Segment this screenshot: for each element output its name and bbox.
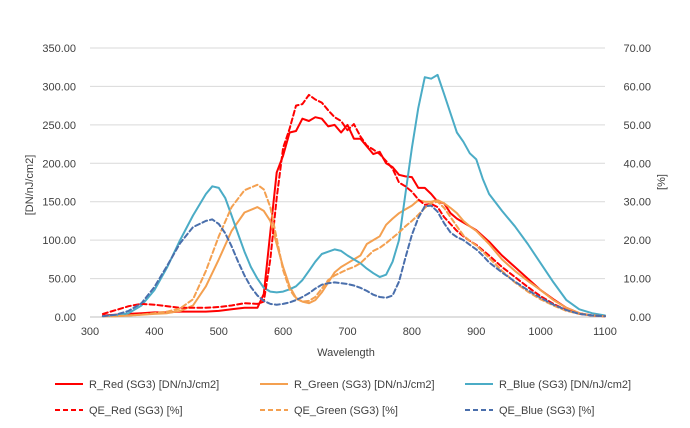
- legend-item: QE_Blue (SG3) [%]: [465, 405, 594, 417]
- tick-labels: 0.00 50.00 100.00 150.00 200.00 250.00 300.00 3…: [42, 43, 651, 338]
- y-right-tick-label: 70.00: [623, 43, 651, 55]
- y-axis-left-title: [DN/nJ/cm2]: [24, 155, 36, 216]
- y-right-tick-label: 20.00: [623, 235, 651, 247]
- legend-label: R_Green (SG3) [DN/nJ/cm2]: [294, 379, 435, 391]
- x-tick-label: 1000: [528, 326, 552, 338]
- x-tick-label: 400: [145, 326, 163, 338]
- y-left-tick-label: 100.00: [42, 235, 76, 247]
- x-tick-label: 1100: [593, 326, 617, 338]
- legend-item: QE_Green (SG3) [%]: [260, 405, 398, 417]
- y-right-tick-label: 50.00: [623, 120, 651, 132]
- gridlines: [90, 47, 605, 318]
- x-tick-label: 300: [81, 326, 99, 338]
- y-left-tick-label: 250.00: [42, 120, 76, 132]
- legend-item: R_Green (SG3) [DN/nJ/cm2]: [260, 379, 435, 391]
- y-axis-right-title: [%]: [656, 174, 668, 190]
- legend-item: R_Blue (SG3) [DN/nJ/cm2]: [465, 379, 631, 391]
- y-left-tick-label: 200.00: [42, 158, 76, 170]
- series-line-2: [101, 73, 606, 318]
- series-line-5: [101, 204, 606, 318]
- x-tick-label: 700: [338, 326, 356, 338]
- y-left-tick-label: 50.00: [48, 274, 76, 286]
- y-left-tick-label: 300.00: [42, 81, 76, 93]
- legend-label: QE_Green (SG3) [%]: [294, 405, 398, 417]
- series-lines: [101, 73, 606, 318]
- x-tick-label: 500: [210, 326, 228, 338]
- legend-label: R_Red (SG3) [DN/nJ/cm2]: [89, 379, 219, 391]
- legend-item: QE_Red (SG3) [%]: [55, 405, 183, 417]
- x-axis-title: Wavelength: [317, 347, 375, 359]
- series-line-0: [101, 116, 606, 318]
- x-tick-label: 600: [274, 326, 292, 338]
- y-right-tick-label: 40.00: [623, 158, 651, 170]
- series-line-1: [101, 199, 606, 318]
- x-tick-label: 800: [403, 326, 421, 338]
- y-right-tick-label: 0.00: [630, 312, 651, 324]
- y-left-tick-label: 0.00: [55, 312, 76, 324]
- y-left-tick-label: 350.00: [42, 43, 76, 55]
- y-right-tick-label: 60.00: [623, 81, 651, 93]
- legend: R_Red (SG3) [DN/nJ/cm2] R_Green (SG3) [DN…: [55, 379, 631, 417]
- legend-label: R_Blue (SG3) [DN/nJ/cm2]: [499, 379, 631, 391]
- legend-item: R_Red (SG3) [DN/nJ/cm2]: [55, 379, 219, 391]
- legend-label: QE_Red (SG3) [%]: [89, 405, 183, 417]
- y-right-tick-label: 10.00: [623, 274, 651, 286]
- series-line-4: [101, 183, 606, 318]
- legend-label: QE_Blue (SG3) [%]: [499, 405, 594, 417]
- y-right-tick-label: 30.00: [623, 197, 651, 209]
- series-line-3: [101, 93, 606, 318]
- x-tick-label: 900: [467, 326, 485, 338]
- y-left-tick-label: 150.00: [42, 197, 76, 209]
